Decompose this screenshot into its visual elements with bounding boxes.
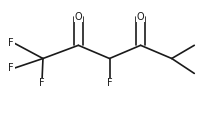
Text: O: O (74, 12, 82, 22)
Text: F: F (8, 38, 14, 48)
Text: O: O (137, 12, 145, 22)
Text: F: F (107, 78, 112, 88)
Text: F: F (39, 78, 45, 88)
Text: F: F (8, 63, 14, 73)
